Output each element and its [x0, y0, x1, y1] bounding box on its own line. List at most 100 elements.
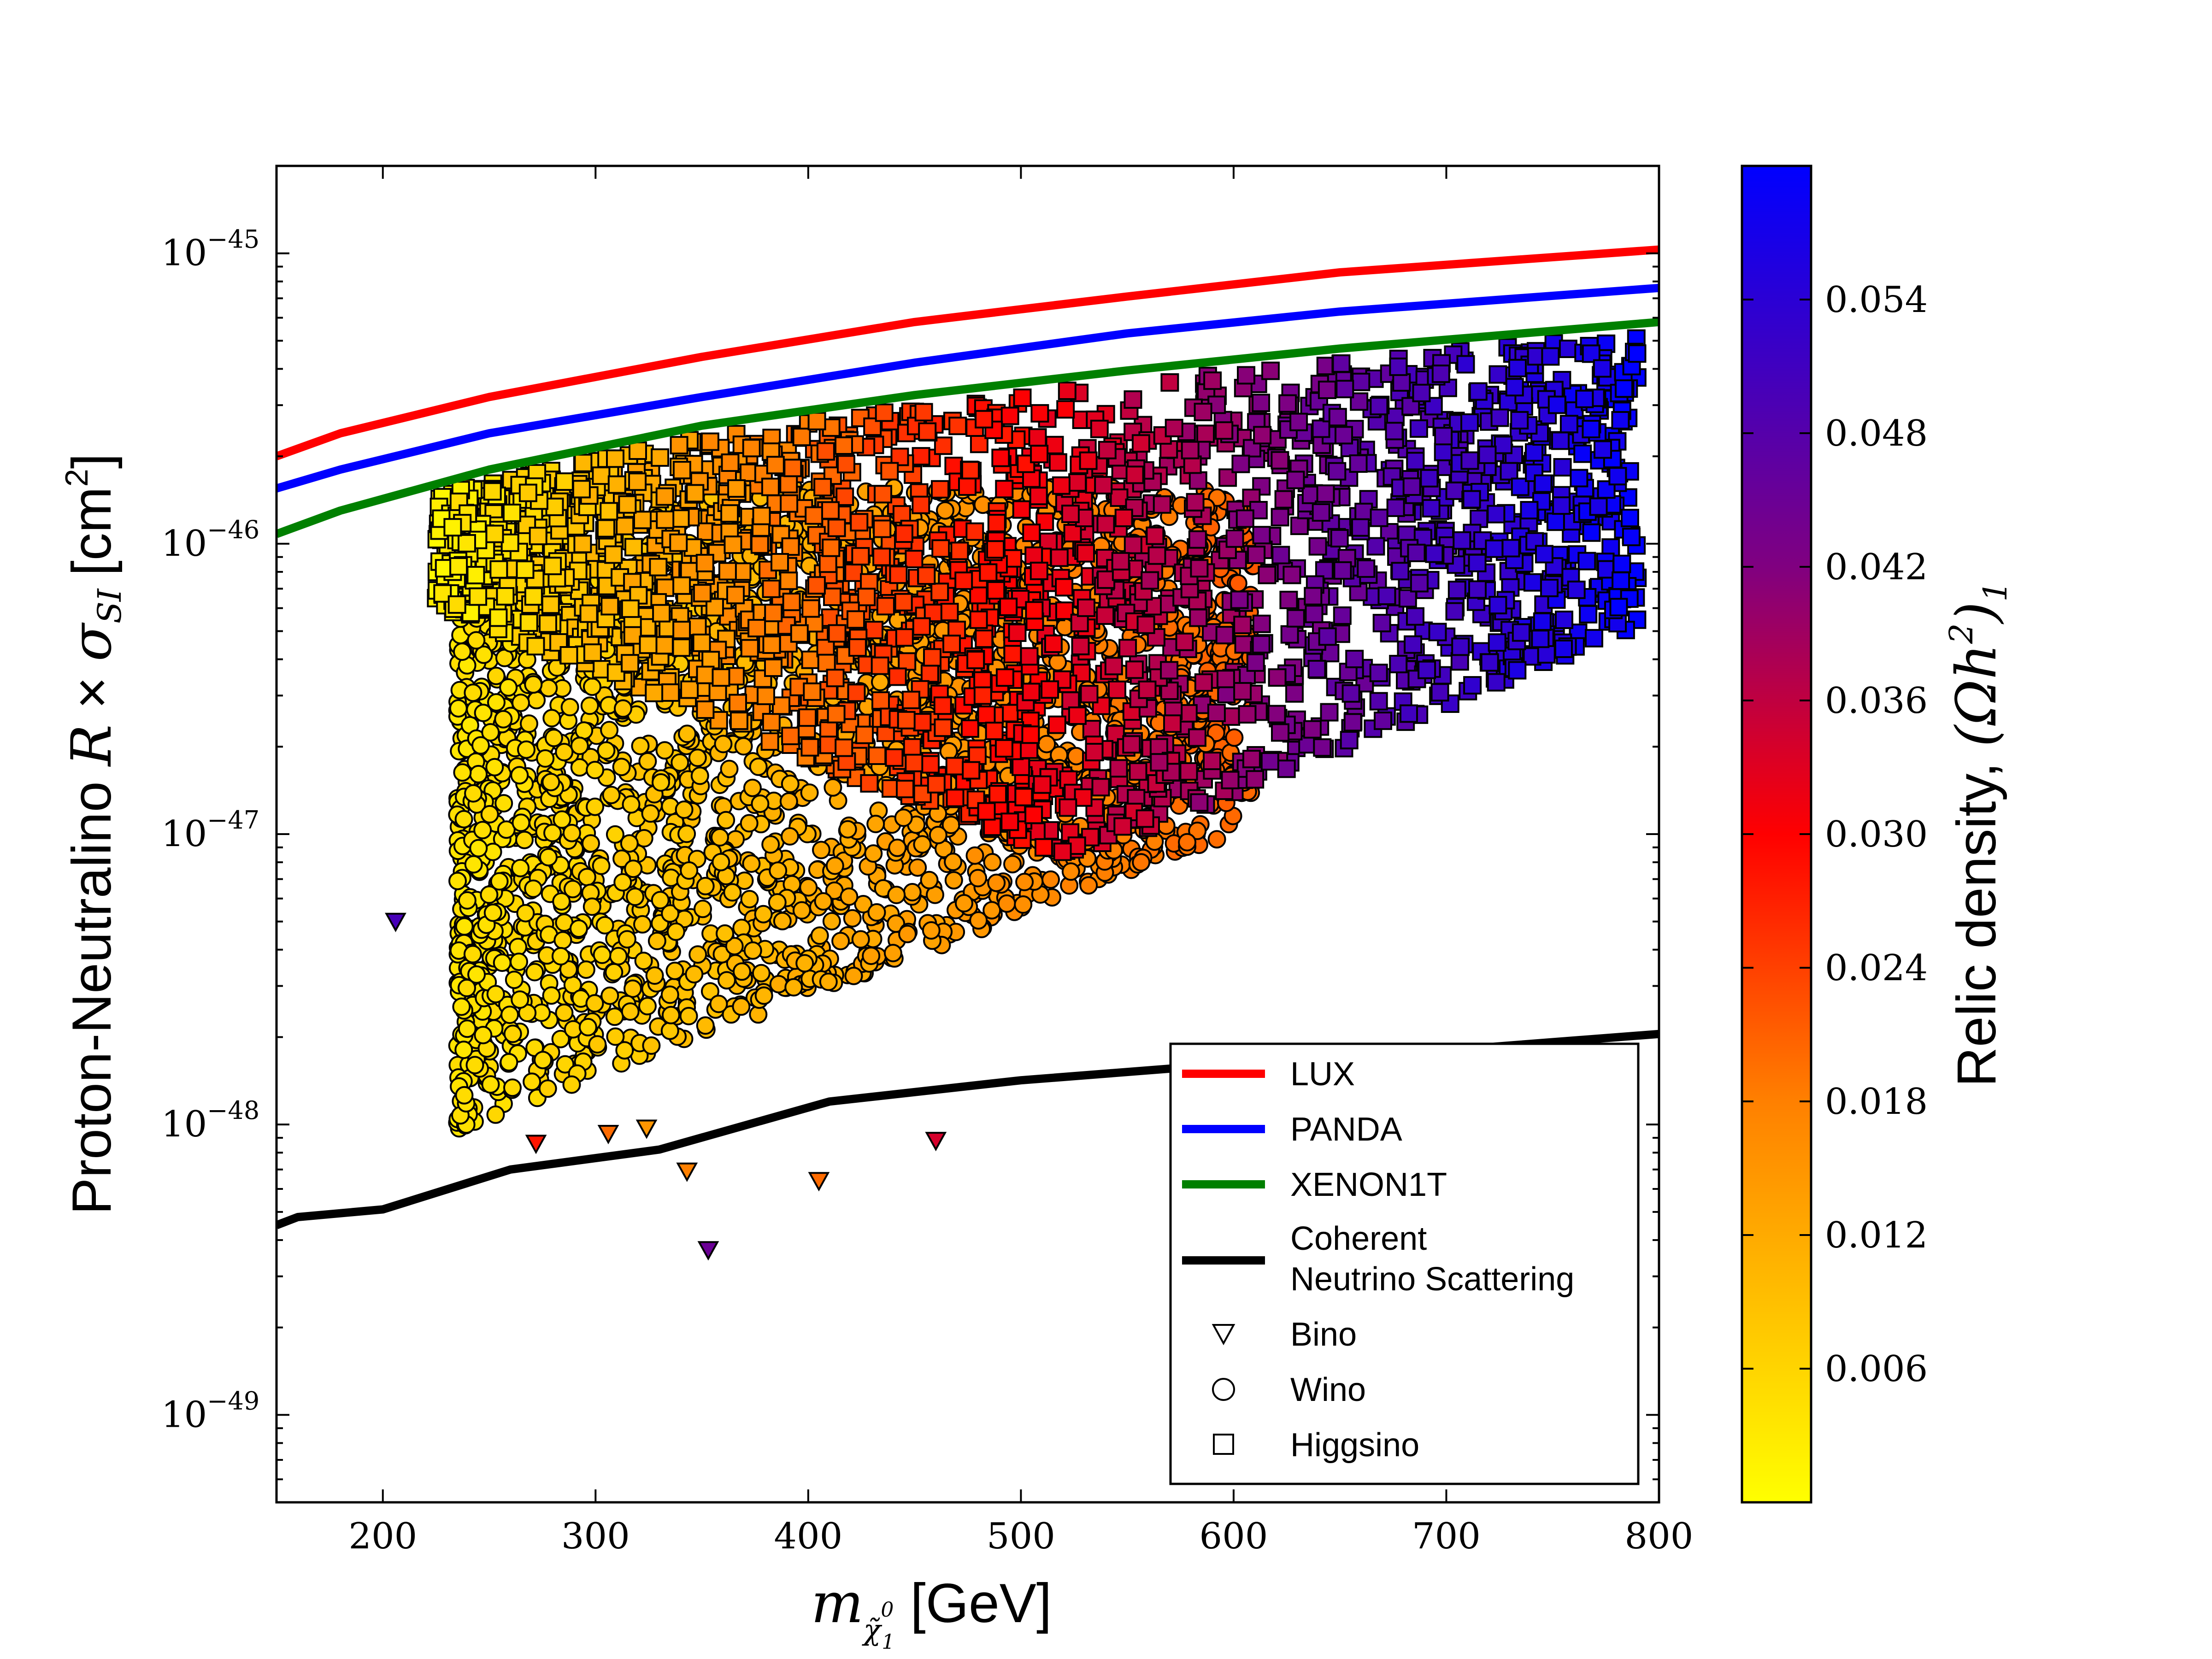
wino-point [740, 814, 759, 833]
y-axis-title-unit-close: ] [61, 453, 123, 469]
wino-point [544, 729, 563, 747]
higgsino-point [771, 553, 789, 571]
higgsino-point [1366, 537, 1385, 556]
higgsino-point [1354, 502, 1373, 521]
higgsino-point [1196, 424, 1215, 443]
higgsino-point [942, 635, 961, 653]
x-axis-title-chi-sup: 0 [881, 1598, 894, 1622]
higgsino-point [1407, 543, 1426, 562]
higgsino-point [700, 432, 719, 451]
higgsino-point [994, 739, 1013, 758]
wino-point [464, 784, 483, 803]
higgsino-point [1434, 442, 1453, 461]
higgsino-point [871, 656, 889, 675]
higgsino-point [1447, 581, 1466, 600]
legend-label-panda: PANDA [1290, 1111, 1402, 1148]
y-axis-title-r: R [60, 724, 124, 767]
higgsino-point [1500, 462, 1518, 481]
higgsino-point [1420, 469, 1439, 488]
wino-point [680, 861, 699, 880]
higgsino-point [987, 514, 1006, 533]
wino-point [898, 924, 917, 943]
wino-point [792, 901, 811, 920]
higgsino-point [876, 597, 895, 616]
higgsino-point [1612, 554, 1631, 573]
higgsino-point [1573, 444, 1592, 463]
legend-label-wino: Wino [1290, 1371, 1366, 1408]
higgsino-point [1188, 471, 1207, 490]
higgsino-point [760, 732, 779, 751]
higgsino-point [999, 597, 1018, 616]
wino-point [465, 1056, 484, 1075]
wino-point [638, 752, 657, 771]
higgsino-point [905, 550, 924, 569]
higgsino-point [1547, 395, 1566, 414]
higgsino-point [1312, 503, 1330, 522]
higgsino-point [1136, 615, 1155, 634]
wino-point [493, 953, 512, 972]
higgsino-point [1186, 493, 1205, 512]
higgsino-point [1305, 605, 1324, 624]
colorbar-tick-label: 0.036 [1825, 680, 1928, 722]
wino-point [690, 766, 709, 785]
higgsino-point [572, 480, 591, 499]
colorbar-tick-label: 0.024 [1825, 947, 1928, 989]
wino-point [1061, 862, 1080, 881]
wino-point [583, 677, 601, 696]
wino-point [538, 1079, 557, 1098]
higgsino-point [1230, 590, 1249, 609]
wino-point [536, 749, 555, 768]
higgsino-point [800, 738, 819, 757]
higgsino-point [1122, 735, 1141, 754]
higgsino-point [781, 727, 800, 745]
higgsino-point [948, 417, 967, 435]
wino-point [485, 758, 504, 777]
higgsino-point [1377, 587, 1396, 606]
higgsino-point [1608, 467, 1627, 486]
wino-point [564, 1020, 582, 1039]
legend-label-xenon1t: XENON1T [1290, 1166, 1447, 1203]
wino-point [503, 1078, 522, 1097]
higgsino-point [1318, 627, 1337, 646]
wino-point [605, 1007, 624, 1026]
higgsino-point [1138, 680, 1157, 699]
wino-point [449, 699, 468, 718]
higgsino-point [555, 472, 574, 491]
higgsino-point [696, 700, 715, 719]
higgsino-point [847, 683, 866, 702]
wino-point [768, 893, 787, 912]
higgsino-point [1181, 441, 1200, 459]
higgsino-point [1190, 793, 1209, 812]
y-axis-title-unit-sup: 2 [59, 469, 94, 487]
higgsino-point [1303, 720, 1322, 739]
higgsino-point [1389, 655, 1408, 673]
higgsino-point [539, 614, 557, 633]
higgsino-point [1111, 552, 1130, 571]
legend-label-neutrino-2: Neutrino Scattering [1290, 1261, 1574, 1298]
higgsino-point [764, 604, 783, 623]
wino-point [512, 694, 530, 712]
higgsino-point [1330, 529, 1349, 547]
higgsino-point [500, 533, 519, 552]
higgsino-point [1160, 661, 1179, 680]
wino-point [936, 501, 954, 520]
wino-point [520, 714, 538, 733]
wino-point [641, 804, 660, 823]
colorbar-tick-label: 0.006 [1825, 1348, 1928, 1390]
wino-point [997, 894, 1016, 913]
wino-point [831, 932, 850, 951]
wino-point [769, 861, 788, 880]
higgsino-point [1453, 531, 1471, 550]
higgsino-point [1289, 412, 1308, 431]
higgsino-point [1313, 738, 1332, 757]
higgsino-point [1048, 453, 1067, 472]
higgsino-point [752, 506, 771, 525]
higgsino-point [597, 519, 615, 538]
y-axis-title-sigma: σ [60, 622, 124, 661]
wino-point [448, 871, 467, 890]
higgsino-point [574, 453, 593, 472]
wino-point [929, 826, 947, 844]
higgsino-point [458, 534, 476, 553]
wino-point [553, 931, 572, 950]
